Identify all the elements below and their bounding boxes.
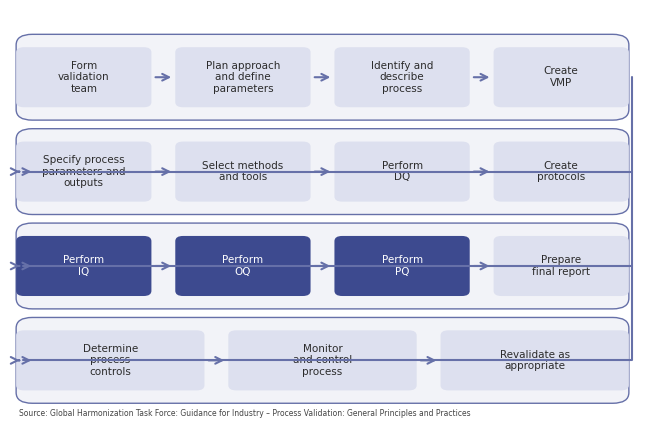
Text: Perform
DQ: Perform DQ: [381, 161, 422, 182]
Text: Specify process
parameters and
outputs: Specify process parameters and outputs: [42, 155, 126, 188]
FancyBboxPatch shape: [334, 142, 470, 202]
FancyBboxPatch shape: [16, 129, 629, 214]
FancyBboxPatch shape: [493, 47, 629, 107]
FancyBboxPatch shape: [334, 236, 470, 296]
FancyBboxPatch shape: [493, 142, 629, 202]
Text: Revalidate as
appropriate: Revalidate as appropriate: [500, 350, 570, 371]
Text: Perform
OQ: Perform OQ: [223, 255, 264, 277]
FancyBboxPatch shape: [16, 223, 629, 309]
Text: Form
validation
team: Form validation team: [58, 60, 110, 94]
Text: Source: Global Harmonization Task Force: Guidance for Industry – Process Validat: Source: Global Harmonization Task Force:…: [19, 409, 471, 418]
Text: Identify and
describe
process: Identify and describe process: [371, 60, 433, 94]
FancyBboxPatch shape: [334, 47, 470, 107]
Text: Perform
PQ: Perform PQ: [381, 255, 422, 277]
FancyBboxPatch shape: [493, 236, 629, 296]
FancyBboxPatch shape: [175, 47, 311, 107]
Text: Prepare
final report: Prepare final report: [532, 255, 590, 277]
FancyBboxPatch shape: [16, 317, 629, 403]
FancyBboxPatch shape: [16, 47, 152, 107]
Text: Determine
process
controls: Determine process controls: [83, 344, 138, 377]
FancyBboxPatch shape: [16, 142, 152, 202]
Text: Select methods
and tools: Select methods and tools: [203, 161, 284, 182]
FancyBboxPatch shape: [175, 142, 311, 202]
FancyBboxPatch shape: [175, 236, 311, 296]
Text: Perform
IQ: Perform IQ: [63, 255, 104, 277]
FancyBboxPatch shape: [16, 236, 152, 296]
FancyBboxPatch shape: [228, 330, 417, 390]
Text: Create
protocols: Create protocols: [537, 161, 586, 182]
Text: Monitor
and control
process: Monitor and control process: [293, 344, 352, 377]
Text: Create
VMP: Create VMP: [544, 66, 579, 88]
Text: Plan approach
and define
parameters: Plan approach and define parameters: [206, 60, 280, 94]
FancyBboxPatch shape: [441, 330, 629, 390]
FancyBboxPatch shape: [16, 34, 629, 120]
FancyBboxPatch shape: [16, 330, 204, 390]
